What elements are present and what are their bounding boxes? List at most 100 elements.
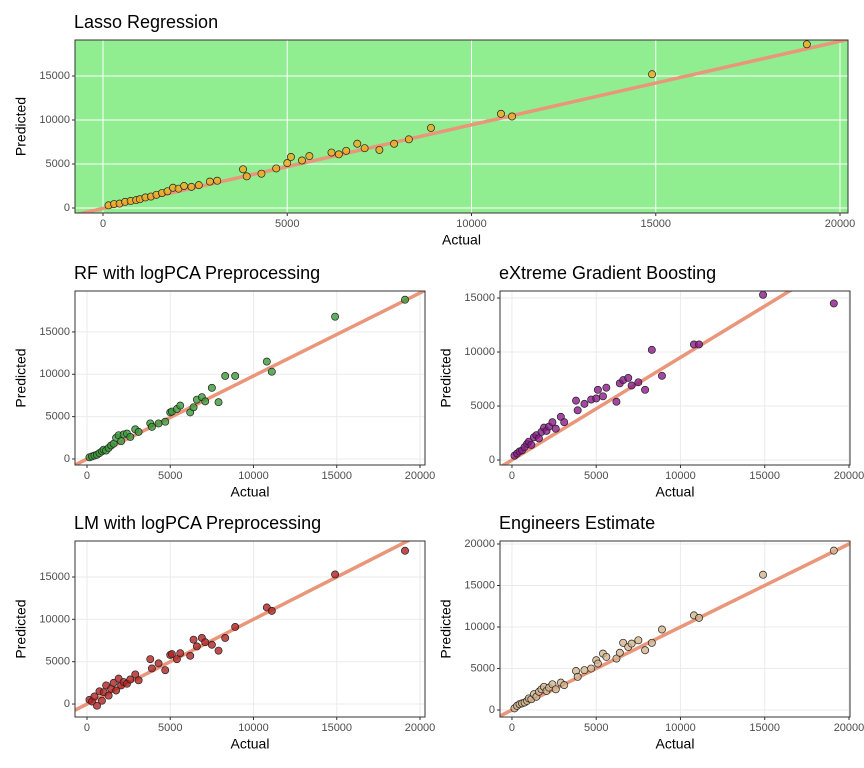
point xyxy=(176,401,185,410)
plot-background xyxy=(75,541,425,717)
point xyxy=(109,678,118,687)
point xyxy=(187,182,196,191)
point xyxy=(272,164,281,173)
y-axis-label: Predicted xyxy=(13,97,29,156)
point xyxy=(112,686,121,695)
y-tick-label: 15000 xyxy=(39,326,70,338)
x-tick-label: 10000 xyxy=(238,722,269,734)
y-tick-label: 15000 xyxy=(39,571,70,583)
chart-title: LM with logPCA Preprocessing xyxy=(74,513,321,533)
plot-background xyxy=(500,291,850,465)
x-tick-label: 15000 xyxy=(321,722,352,734)
point xyxy=(201,638,210,647)
point xyxy=(207,383,216,392)
point xyxy=(147,664,156,673)
x-tick-label: 20000 xyxy=(405,470,436,482)
y-tick-label: 0 xyxy=(64,453,70,465)
point xyxy=(221,372,230,380)
y-tick-label: 0 xyxy=(489,704,495,716)
y-tick-label: 10000 xyxy=(39,613,70,625)
point xyxy=(580,399,589,408)
x-axis-label: Actual xyxy=(231,484,270,500)
y-tick-label: 5000 xyxy=(46,411,70,423)
point xyxy=(802,40,811,49)
point xyxy=(242,172,251,181)
x-tick-label: 10000 xyxy=(665,470,696,482)
point xyxy=(134,427,143,436)
point xyxy=(353,139,362,148)
point xyxy=(167,650,176,659)
plot-border xyxy=(74,39,849,214)
panel: 0 5000 10000 15000 20000 0 5000 10000 15000 LM wi… xyxy=(13,513,436,752)
point xyxy=(221,634,230,642)
point xyxy=(602,383,611,392)
point xyxy=(657,625,666,634)
point xyxy=(360,144,369,153)
x-tick-label: 15000 xyxy=(640,218,671,230)
point xyxy=(829,299,838,308)
panel: 0 5000 10000 15000 20000 0 5000 10000 15000 eXtre… xyxy=(438,263,864,500)
point xyxy=(527,440,536,449)
y-tick-label: 10000 xyxy=(464,346,495,358)
point xyxy=(624,373,633,382)
x-tick-label: 0 xyxy=(100,218,106,230)
point xyxy=(189,403,198,412)
x-tick-label: 20000 xyxy=(834,722,864,734)
fit-line xyxy=(75,40,848,213)
point xyxy=(375,145,384,154)
point xyxy=(117,437,126,446)
point xyxy=(154,419,163,428)
point xyxy=(587,664,596,673)
x-tick-label: 5000 xyxy=(158,470,182,482)
point xyxy=(207,640,216,649)
chart-title: Engineers Estimate xyxy=(499,513,655,533)
x-tick-label: 10000 xyxy=(456,218,487,230)
point xyxy=(599,392,607,401)
x-tick-label: 15000 xyxy=(321,470,352,482)
x-axis-label: Actual xyxy=(656,484,695,500)
point xyxy=(612,397,621,406)
point xyxy=(262,357,271,366)
plot-border xyxy=(74,290,426,466)
point xyxy=(298,156,306,165)
point xyxy=(647,638,656,647)
point xyxy=(657,371,666,380)
y-axis-label: Predicted xyxy=(438,348,454,407)
chart-title: Lasso Regression xyxy=(74,12,218,32)
point xyxy=(342,146,351,155)
point xyxy=(172,655,181,664)
point xyxy=(829,546,838,555)
y-tick-label: 0 xyxy=(489,454,495,466)
chart-title: eXtreme Gradient Boosting xyxy=(499,263,716,283)
point xyxy=(573,406,582,415)
y-axis-label: Predicted xyxy=(13,348,29,407)
point xyxy=(154,659,163,668)
x-tick-label: 5000 xyxy=(275,218,299,230)
y-tick-label: 15000 xyxy=(39,70,70,82)
point xyxy=(634,378,643,387)
point xyxy=(593,659,602,668)
point xyxy=(257,169,266,178)
point xyxy=(334,150,343,159)
y-axis-label: Predicted xyxy=(13,599,29,658)
x-tick-label: 20000 xyxy=(825,218,856,230)
point xyxy=(146,655,155,664)
x-tick-label: 20000 xyxy=(834,470,864,482)
x-tick-label: 15000 xyxy=(749,722,780,734)
point xyxy=(619,638,628,647)
y-tick-label: 0 xyxy=(64,698,70,710)
point xyxy=(580,666,589,675)
point xyxy=(627,639,636,648)
x-tick-label: 0 xyxy=(509,722,515,734)
point xyxy=(214,646,223,655)
x-tick-label: 5000 xyxy=(584,470,608,482)
fit-line xyxy=(500,291,793,465)
point xyxy=(163,187,172,196)
point xyxy=(93,701,101,710)
point xyxy=(508,112,516,121)
point xyxy=(548,418,557,427)
point xyxy=(695,613,703,622)
point xyxy=(126,433,135,441)
point xyxy=(189,635,198,644)
point xyxy=(404,135,413,144)
